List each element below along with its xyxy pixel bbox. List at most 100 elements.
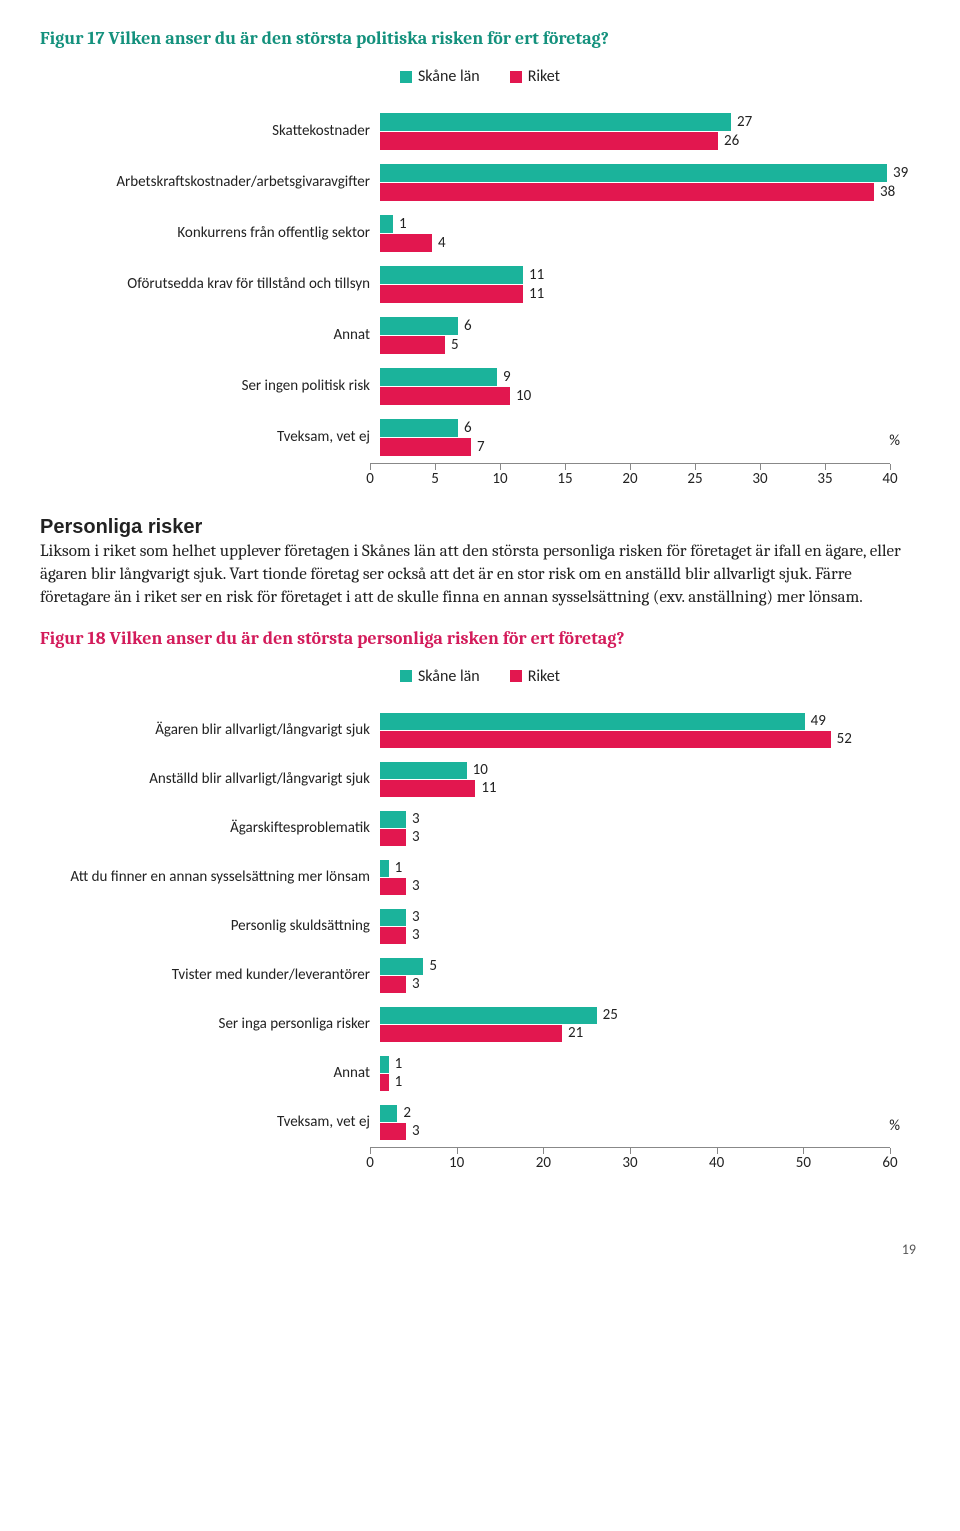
bar-wrap: 3	[380, 909, 900, 926]
bar-value-label: 3	[412, 811, 420, 828]
chart-row: Skattekostnader2726	[40, 106, 920, 157]
bar-wrap: 2	[380, 1105, 900, 1122]
bar-wrap: 21	[380, 1025, 900, 1042]
bar-value-label: 21	[568, 1025, 583, 1042]
legend-item-skane: Skåne län	[400, 667, 480, 686]
bar-skane	[380, 860, 389, 877]
legend-label: Skåne län	[418, 667, 480, 686]
tick-label: 25	[687, 470, 702, 488]
tick-label: 10	[449, 1154, 464, 1172]
page-number: 19	[902, 1241, 916, 1258]
bar-skane	[380, 266, 523, 284]
unit-label: %	[889, 432, 900, 450]
bar-value-label: 49	[811, 713, 826, 730]
figure-17-title: Figur 17 Vilken anser du är den största …	[40, 28, 920, 49]
bars-cell: 23%	[380, 1098, 900, 1147]
bar-value-label: 1	[399, 215, 407, 233]
tick-label: 60	[882, 1154, 897, 1172]
chart-row: Ser ingen politisk risk 9 10	[40, 361, 920, 412]
bar-riket	[380, 976, 406, 993]
category-label: Ägaren blir allvarligt/långvarigt sjuk	[40, 706, 380, 755]
bar-value-label: 9	[503, 368, 511, 386]
chart-row: Anställd blir allvarligt/långvarigt sjuk…	[40, 755, 920, 804]
bar-wrap: 11	[380, 266, 900, 284]
bars-cell: 67%	[380, 412, 900, 463]
chart-row: Tveksam, vet ej67%	[40, 412, 920, 463]
category-label: Konkurrens från offentlig sektor	[40, 208, 380, 259]
bar-riket	[380, 285, 523, 303]
bar-wrap: 6	[380, 317, 900, 335]
bar-wrap: 38	[380, 183, 900, 201]
x-axis: 0510152025303540	[370, 463, 920, 494]
bar-value-label: 3	[412, 1123, 420, 1140]
bar-skane	[380, 164, 887, 182]
tick-label: 30	[622, 1154, 637, 1172]
category-label: Ägarskiftesproblematik	[40, 804, 380, 853]
legend-item-skane: Skåne län	[400, 67, 480, 86]
bar-riket	[380, 1025, 562, 1042]
bar-skane	[380, 811, 406, 828]
bar-skane	[380, 419, 458, 437]
tick-label: 40	[709, 1154, 724, 1172]
bar-wrap: 52	[380, 731, 900, 748]
bar-value-label: 25	[603, 1007, 618, 1024]
bar-wrap: 25	[380, 1007, 900, 1024]
bar-wrap: 1	[380, 1056, 900, 1073]
bar-riket	[380, 132, 718, 150]
bar-value-label: 5	[451, 336, 459, 354]
tick-label: 5	[431, 470, 439, 488]
bar-skane	[380, 368, 497, 386]
bar-value-label: 11	[481, 780, 496, 797]
bar-wrap: 3	[380, 829, 900, 846]
bar-riket	[380, 731, 831, 748]
bar-value-label: 10	[516, 387, 531, 405]
bar-value-label: 1	[395, 1074, 403, 1091]
x-axis: 0102030405060	[370, 1147, 920, 1178]
bar-wrap: 3	[380, 1123, 900, 1140]
bar-value-label: 1	[395, 860, 403, 877]
category-label: Ser ingen politisk risk	[40, 361, 380, 412]
bar-value-label: 7	[477, 438, 485, 456]
bar-wrap: 49	[380, 713, 900, 730]
category-label: Anställd blir allvarligt/långvarigt sjuk	[40, 755, 380, 804]
swatch-pink	[510, 71, 522, 83]
chart-row: Tvister med kunder/leverantörer53	[40, 951, 920, 1000]
bar-value-label: 11	[529, 266, 544, 284]
chart-row: Ser inga personliga risker2521	[40, 1000, 920, 1049]
tick-label: 0	[366, 1154, 374, 1172]
bar-skane	[380, 1105, 397, 1122]
category-label: Annat	[40, 310, 380, 361]
bar-riket	[380, 183, 874, 201]
bar-value-label: 6	[464, 419, 472, 437]
category-label: Tveksam, vet ej	[40, 412, 380, 463]
category-label: Personlig skuldsättning	[40, 902, 380, 951]
bar-value-label: 10	[473, 762, 488, 779]
bars-cell: 9 10	[380, 361, 900, 412]
bar-skane	[380, 1007, 597, 1024]
bar-riket	[380, 1074, 389, 1091]
unit-label: %	[889, 1117, 900, 1135]
swatch-teal	[400, 670, 412, 682]
bar-wrap: 10	[380, 762, 900, 779]
bar-skane	[380, 113, 731, 131]
bar-wrap: 3	[380, 927, 900, 944]
bars-cell: 4952	[380, 706, 900, 755]
legend-item-riket: Riket	[510, 667, 560, 686]
body-paragraph: Liksom i riket som helhet upplever föret…	[40, 541, 920, 610]
bar-value-label: 27	[737, 113, 752, 131]
bar-riket	[380, 829, 406, 846]
bars-cell: 13	[380, 853, 900, 902]
legend-item-riket: Riket	[510, 67, 560, 86]
tick-label: 50	[796, 1154, 811, 1172]
figure-17-legend: Skåne län Riket	[40, 67, 920, 86]
tick-label: 20	[622, 470, 637, 488]
bars-cell: 14	[380, 208, 900, 259]
category-label: Skattekostnader	[40, 106, 380, 157]
category-label: Att du finner en annan sysselsättning me…	[40, 853, 380, 902]
bar-wrap: 39	[380, 164, 900, 182]
figure-17-chart: Skattekostnader2726Arbetskraftskostnader…	[40, 106, 920, 494]
chart-row: Att du finner en annan sysselsättning me…	[40, 853, 920, 902]
bar-riket	[380, 1123, 406, 1140]
bar-wrap: 7	[380, 438, 900, 456]
figure-18-chart: Ägaren blir allvarligt/långvarigt sjuk49…	[40, 706, 920, 1178]
